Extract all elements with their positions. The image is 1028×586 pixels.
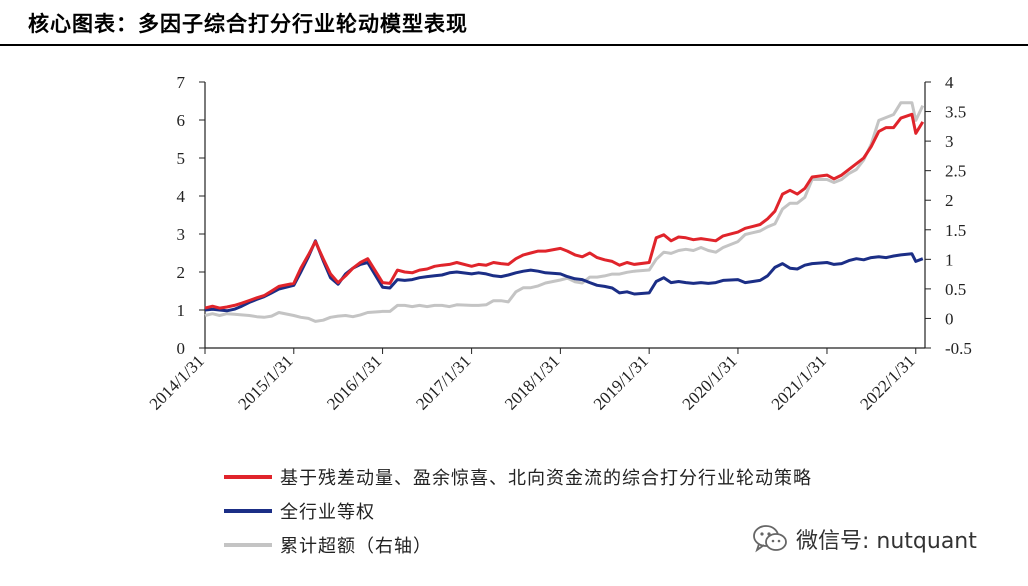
y-right-tick-label: 2.5 [945, 162, 966, 181]
y-right-tick-label: 2 [945, 191, 954, 210]
y-right-tick-label: 3.5 [945, 103, 966, 122]
axes [199, 81, 931, 354]
legend-item-excess: 累计超额（右轴） [224, 528, 812, 562]
x-tick-label: 2015/1/31 [234, 351, 296, 413]
legend-label-equal-weight: 全行业等权 [280, 502, 375, 523]
y-right-tick-label: 4 [945, 73, 954, 92]
x-tick-label: 2018/1/31 [501, 351, 563, 413]
legend-swatch-strategy [224, 475, 272, 479]
y-left-tick-label: 7 [177, 73, 186, 92]
y-right-tick-label: 3 [945, 132, 954, 151]
legend-label-strategy: 基于残差动量、盈余惊喜、北向资金流的综合打分行业轮动策略 [280, 468, 812, 489]
y-right-tick-label: 1.5 [945, 221, 966, 240]
tick-labels: 0 1 2 3 4 5 6 7 -0.5 0 0.5 1 1.5 2 2.5 3 3.5 4 2014/1/31 20… [146, 73, 972, 414]
legend-item-equal-weight: 全行业等权 [224, 494, 812, 528]
y-left-tick-label: 0 [177, 339, 186, 358]
y-left-tick-label: 4 [177, 187, 186, 206]
y-left-tick-label: 1 [177, 301, 186, 320]
watermark-text: 微信号: nutquant [796, 529, 977, 554]
x-tick-label: 2017/1/31 [412, 351, 474, 413]
x-tick-label: 2022/1/31 [856, 351, 918, 413]
series-lines [204, 101, 925, 323]
line-chart: 0 1 2 3 4 5 6 7 -0.5 0 0.5 1 1.5 2 2.5 3 3.5 4 2014/1/31 20… [146, 73, 972, 414]
title-divider [0, 44, 1028, 46]
legend: 基于残差动量、盈余惊喜、北向资金流的综合打分行业轮动策略 全行业等权 累计超额（… [224, 460, 812, 562]
legend-item-strategy: 基于残差动量、盈余惊喜、北向资金流的综合打分行业轮动策略 [224, 460, 812, 494]
x-tick-label: 2020/1/31 [679, 351, 741, 413]
legend-swatch-equal-weight [224, 509, 272, 513]
y-right-tick-label: 0 [945, 309, 954, 328]
y-left-tick-label: 5 [177, 149, 186, 168]
y-left-tick-label: 3 [177, 225, 186, 244]
series-line-strategy [204, 112, 925, 310]
legend-swatch-excess [224, 543, 272, 547]
y-right-tick-label: 0.5 [945, 280, 966, 299]
x-tick-label: 2021/1/31 [768, 351, 830, 413]
y-left-tick-label: 2 [177, 263, 186, 282]
legend-label-excess: 累计超额（右轴） [280, 536, 432, 557]
y-right-tick-label: -0.5 [945, 339, 972, 358]
x-tick-label: 2014/1/31 [146, 351, 208, 413]
y-left-tick-label: 6 [177, 111, 186, 130]
watermark: 微信号: nutquant [752, 521, 977, 557]
x-tick-label: 2016/1/31 [323, 351, 385, 413]
page-title: 核心图表：多因子综合打分行业轮动模型表现 [28, 11, 468, 36]
series-line-excess [204, 101, 925, 323]
y-right-tick-label: 1 [945, 250, 954, 269]
wechat-icon [752, 523, 788, 555]
x-tick-label: 2019/1/31 [590, 351, 652, 413]
